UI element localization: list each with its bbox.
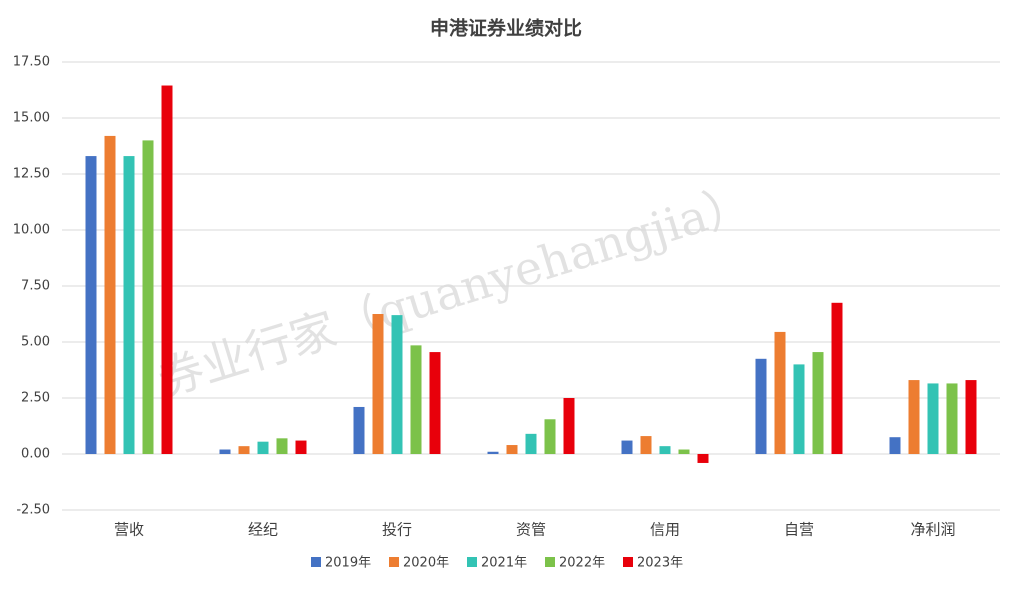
x-tick-label: 资管 bbox=[516, 521, 546, 539]
y-tick-label: 12.50 bbox=[13, 167, 50, 182]
legend-label: 2019年 bbox=[325, 556, 371, 571]
bar bbox=[678, 449, 690, 454]
bar bbox=[391, 315, 403, 454]
y-tick-label: 17.50 bbox=[13, 55, 50, 70]
bar bbox=[563, 398, 575, 454]
bar bbox=[123, 156, 135, 454]
legend-label: 2021年 bbox=[481, 556, 527, 571]
bar bbox=[946, 383, 958, 454]
y-tick-label: 15.00 bbox=[13, 111, 50, 126]
bar bbox=[927, 383, 939, 454]
watermark: 券业行家（quanyehangjia） bbox=[151, 175, 758, 407]
bar bbox=[238, 446, 250, 454]
x-tick-label: 自营 bbox=[784, 521, 814, 539]
y-tick-label: 2.50 bbox=[21, 391, 50, 406]
bar bbox=[621, 440, 633, 454]
y-tick-label: 7.50 bbox=[21, 279, 50, 294]
x-tick-label: 营收 bbox=[114, 521, 144, 539]
bar bbox=[640, 436, 652, 454]
bar bbox=[697, 454, 709, 463]
legend-swatch bbox=[623, 557, 633, 567]
legend-swatch bbox=[467, 557, 477, 567]
x-tick-label: 净利润 bbox=[910, 521, 955, 539]
bar bbox=[161, 85, 173, 455]
bar bbox=[276, 438, 288, 454]
bar bbox=[774, 331, 786, 454]
legend-label: 2020年 bbox=[403, 556, 449, 571]
chart-title: 申港证券业绩对比 bbox=[430, 17, 582, 40]
bar bbox=[525, 433, 537, 454]
x-tick-label: 经纪 bbox=[248, 521, 278, 539]
bar bbox=[295, 440, 307, 454]
bar bbox=[487, 451, 499, 454]
y-tick-label: 0.00 bbox=[21, 447, 50, 462]
bar bbox=[965, 380, 977, 454]
legend-swatch bbox=[545, 557, 555, 567]
bar bbox=[104, 135, 116, 455]
bar bbox=[353, 406, 365, 454]
bar bbox=[429, 352, 441, 454]
bar bbox=[659, 446, 671, 454]
y-tick-label: 10.00 bbox=[13, 223, 50, 238]
x-tick-label: 投行 bbox=[382, 521, 412, 539]
bar bbox=[889, 437, 901, 454]
bar bbox=[506, 445, 518, 454]
bar bbox=[908, 380, 920, 454]
bar bbox=[410, 345, 422, 454]
bar bbox=[372, 314, 384, 454]
bar bbox=[755, 358, 767, 454]
legend-swatch bbox=[311, 557, 321, 567]
x-tick-label: 信用 bbox=[650, 521, 680, 539]
bar bbox=[793, 364, 805, 454]
y-tick-label: 5.00 bbox=[21, 335, 50, 350]
bar bbox=[544, 419, 556, 454]
bar bbox=[257, 441, 269, 454]
bar bbox=[831, 302, 843, 454]
legend-label: 2023年 bbox=[637, 556, 683, 571]
y-tick-label: -2.50 bbox=[16, 503, 50, 518]
bar bbox=[812, 352, 824, 454]
legend-swatch bbox=[389, 557, 399, 567]
legend-label: 2022年 bbox=[559, 556, 605, 571]
bar bbox=[85, 156, 97, 454]
bar bbox=[142, 140, 154, 454]
bar bbox=[219, 449, 231, 454]
